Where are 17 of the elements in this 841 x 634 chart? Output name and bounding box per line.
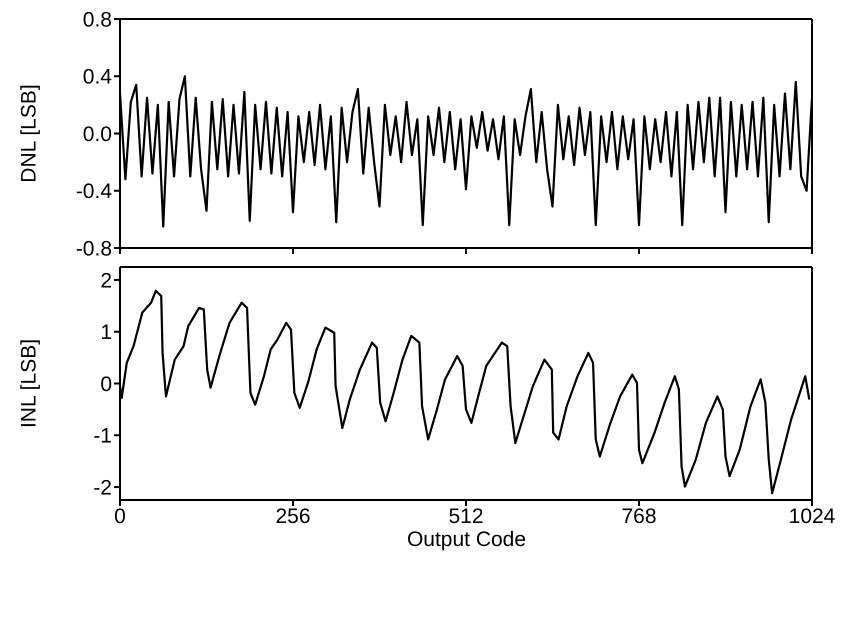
x-tick-label: 512 [448,504,484,528]
y-axis-title: INL [LSB] [17,338,40,428]
y-tick-label: 2 [100,269,112,292]
y-tick-label: -0.8 [76,237,112,260]
y-tick-label: 0.4 [82,66,112,89]
x-axis-title: Output Code [406,527,528,553]
y-tick-label: -2 [93,476,112,500]
x-tick-label: 1024 [788,504,836,528]
y-tick-label: 0 [100,372,112,396]
x-tick-label: 768 [621,504,657,528]
y-tick-label: -0.4 [76,180,112,204]
x-tick-label: 256 [275,504,311,528]
y-tick-label: 1 [100,321,112,344]
y-tick-label: -1 [93,424,112,448]
y-tick-label: 0.8 [82,8,112,32]
y-tick-label: 0.0 [82,122,112,146]
y-axis-title: DNL [LSB] [17,84,40,183]
